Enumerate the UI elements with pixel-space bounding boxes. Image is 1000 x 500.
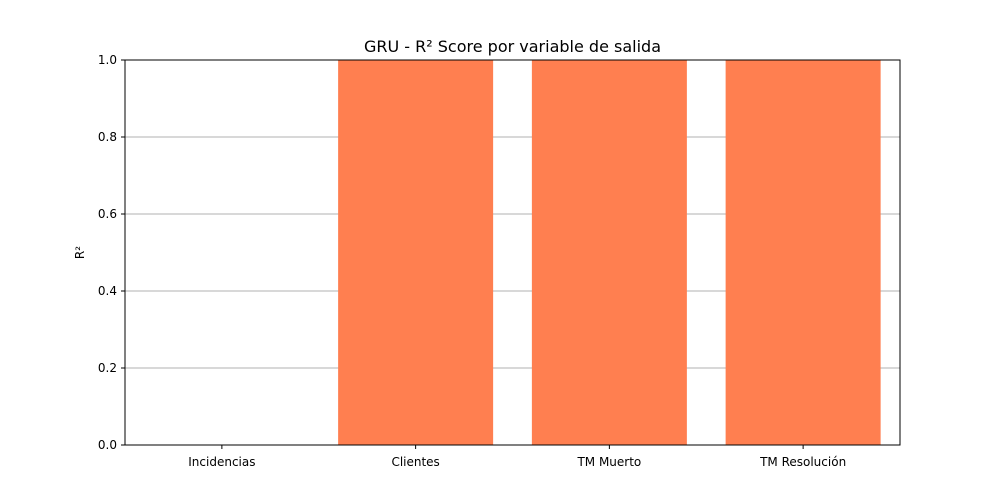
y-tick-label: 1.0	[98, 53, 117, 67]
y-tick-label: 0.0	[98, 438, 117, 452]
y-tick-label: 0.2	[98, 361, 117, 375]
x-tick-label: Clientes	[391, 455, 439, 469]
x-tick-label: TM Resolución	[759, 455, 846, 469]
x-ticks: Incidencias Clientes TM Muerto TM Resolució…	[188, 445, 846, 469]
bar-tm-muerto	[531, 60, 687, 445]
y-axis-label: R²	[73, 246, 87, 259]
x-tick-label: Incidencias	[188, 455, 255, 469]
x-tick-label: TM Muerto	[576, 455, 641, 469]
y-tick-label: 0.6	[98, 207, 117, 221]
chart-title: GRU - R² Score por variable de salida	[364, 37, 661, 56]
y-tick-label: 0.4	[98, 284, 117, 298]
y-ticks: 0.0 0.2 0.4 0.6 0.8 1.0	[98, 53, 125, 452]
plot-frame	[124, 59, 901, 446]
bar-tm-resoluci-n	[725, 60, 881, 445]
bars	[338, 60, 881, 445]
bar-clientes	[338, 60, 494, 445]
y-tick-label: 0.8	[98, 130, 117, 144]
